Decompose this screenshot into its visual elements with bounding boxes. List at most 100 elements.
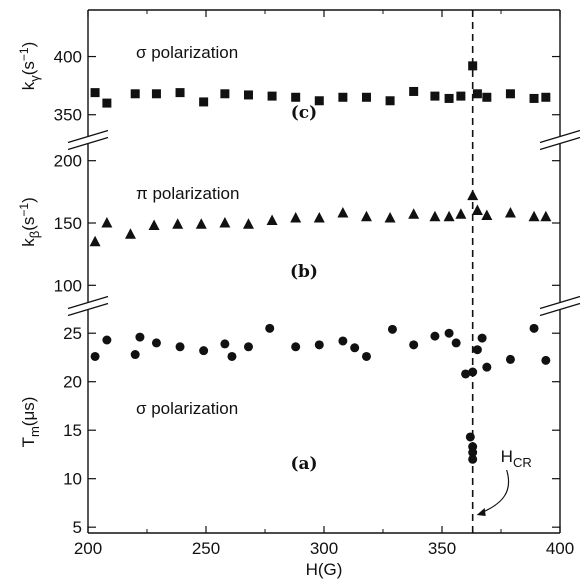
- data-point-triangle: [89, 235, 101, 247]
- axis-break-mark-1-0-0: [67, 295, 109, 310]
- data-point-triangle: [313, 212, 325, 223]
- y-axis-label-sub-c: γ: [27, 75, 42, 82]
- y-tick-label-a: 20: [63, 373, 82, 392]
- data-point-circle: [175, 342, 185, 352]
- data-point-circle: [468, 367, 478, 377]
- data-point-square: [291, 92, 301, 102]
- y-tick-label-b: 200: [54, 152, 82, 171]
- y-axis-label-unit-c: (s: [19, 61, 38, 75]
- data-point-circle: [291, 342, 301, 352]
- x-tick-label: 200: [74, 539, 102, 558]
- y-axis-label-b: kβ(s−1): [17, 197, 42, 247]
- data-point-circle: [314, 340, 324, 350]
- data-point-square: [529, 93, 539, 103]
- data-point-square: [175, 88, 185, 98]
- data-point-triangle: [540, 210, 552, 222]
- polarization-annotation-c: σ polarization: [136, 43, 238, 62]
- data-point-square: [314, 96, 324, 106]
- axis-break-mark-0-1-0: [539, 129, 581, 144]
- data-point-triangle: [384, 212, 396, 223]
- data-point-circle: [468, 448, 478, 458]
- axis-break-mark-1-0-1: [67, 302, 109, 317]
- data-point-circle: [472, 345, 482, 355]
- y-axis-label-close-c: ): [19, 42, 38, 48]
- data-point-circle: [227, 351, 237, 361]
- data-point-square: [130, 89, 140, 99]
- data-point-circle: [338, 336, 348, 346]
- polarization-annotation-b: π polarization: [136, 184, 239, 203]
- data-point-square: [482, 92, 492, 102]
- data-point-circle: [451, 338, 461, 348]
- y-axis-label-c: kγ(s−1): [17, 42, 42, 91]
- axis-break-mark-1-1-0: [539, 295, 581, 310]
- y-axis-label-a: Tm(μs): [19, 397, 42, 448]
- data-point-square: [505, 89, 515, 99]
- data-point-square: [267, 91, 277, 101]
- hcr-label-base: H: [501, 447, 513, 466]
- data-point-square: [243, 90, 253, 100]
- y-axis-label-close-b: ): [19, 197, 38, 203]
- x-tick-label: 300: [310, 539, 338, 558]
- data-point-triangle: [290, 212, 302, 223]
- data-point-triangle: [467, 189, 479, 201]
- data-point-triangle: [266, 214, 278, 226]
- data-point-triangle: [455, 208, 467, 219]
- data-point-circle: [477, 333, 487, 343]
- data-point-circle: [430, 331, 440, 341]
- data-point-circle: [220, 339, 230, 349]
- data-point-square: [338, 92, 348, 102]
- data-point-square: [90, 88, 100, 98]
- data-point-circle: [265, 323, 275, 333]
- data-point-circle: [102, 335, 112, 345]
- data-point-triangle: [360, 210, 372, 222]
- data-point-triangle: [195, 218, 207, 229]
- y-tick-label-b: 100: [54, 276, 82, 295]
- y-axis-label-base-c: k: [19, 81, 38, 90]
- axis-break-mark-1-1-1: [539, 302, 581, 317]
- y-axis-label-sub-a: m: [27, 426, 42, 437]
- data-point-triangle: [408, 208, 420, 219]
- y-tick-label-b: 150: [54, 214, 82, 233]
- data-point-triangle: [148, 219, 160, 230]
- data-point-circle: [387, 324, 397, 334]
- data-point-circle: [482, 362, 492, 372]
- x-tick-label: 400: [546, 539, 574, 558]
- data-point-triangle: [124, 228, 136, 239]
- y-axis-label-sup-c: −1: [17, 47, 31, 61]
- y-axis-label-sub-b: β: [27, 231, 42, 238]
- y-tick-label-a: 5: [73, 518, 82, 537]
- data-point-triangle: [471, 204, 483, 216]
- data-point-circle: [199, 346, 209, 356]
- y-axis-label-base-a: T: [19, 437, 38, 447]
- data-point-triangle: [429, 210, 441, 222]
- data-point-circle: [130, 350, 140, 360]
- data-point-circle: [468, 454, 478, 464]
- y-tick-label-a: 25: [63, 324, 82, 343]
- polarization-annotation-a: σ polarization: [136, 399, 238, 418]
- data-point-square: [444, 93, 454, 103]
- y-tick-label-c: 400: [54, 48, 82, 67]
- data-point-triangle: [504, 207, 516, 218]
- hcr-label: HCR: [501, 447, 532, 470]
- data-point-triangle: [337, 207, 349, 218]
- y-axis-label-unit-b: (s: [19, 217, 38, 231]
- panel-label-a: (a): [290, 454, 317, 474]
- data-point-square: [430, 91, 440, 101]
- data-point-circle: [461, 369, 471, 379]
- data-point-square: [468, 61, 478, 71]
- hcr-arrow-head: [476, 508, 486, 516]
- data-point-triangle: [219, 217, 231, 228]
- data-point-circle: [361, 351, 371, 361]
- data-point-triangle: [443, 210, 455, 222]
- y-tick-label-a: 10: [63, 470, 82, 489]
- data-point-circle: [243, 342, 253, 352]
- x-tick-label: 350: [428, 539, 456, 558]
- y-tick-label-a: 15: [63, 421, 82, 440]
- data-point-triangle: [481, 209, 493, 221]
- panel-label-b: (b): [290, 262, 318, 282]
- data-point-square: [220, 89, 230, 99]
- data-point-square: [456, 91, 466, 101]
- data-point-square: [409, 86, 419, 96]
- chart-texts: 200 250 300 350 400 H(G) 350 400 σ polarization (…: [17, 42, 574, 579]
